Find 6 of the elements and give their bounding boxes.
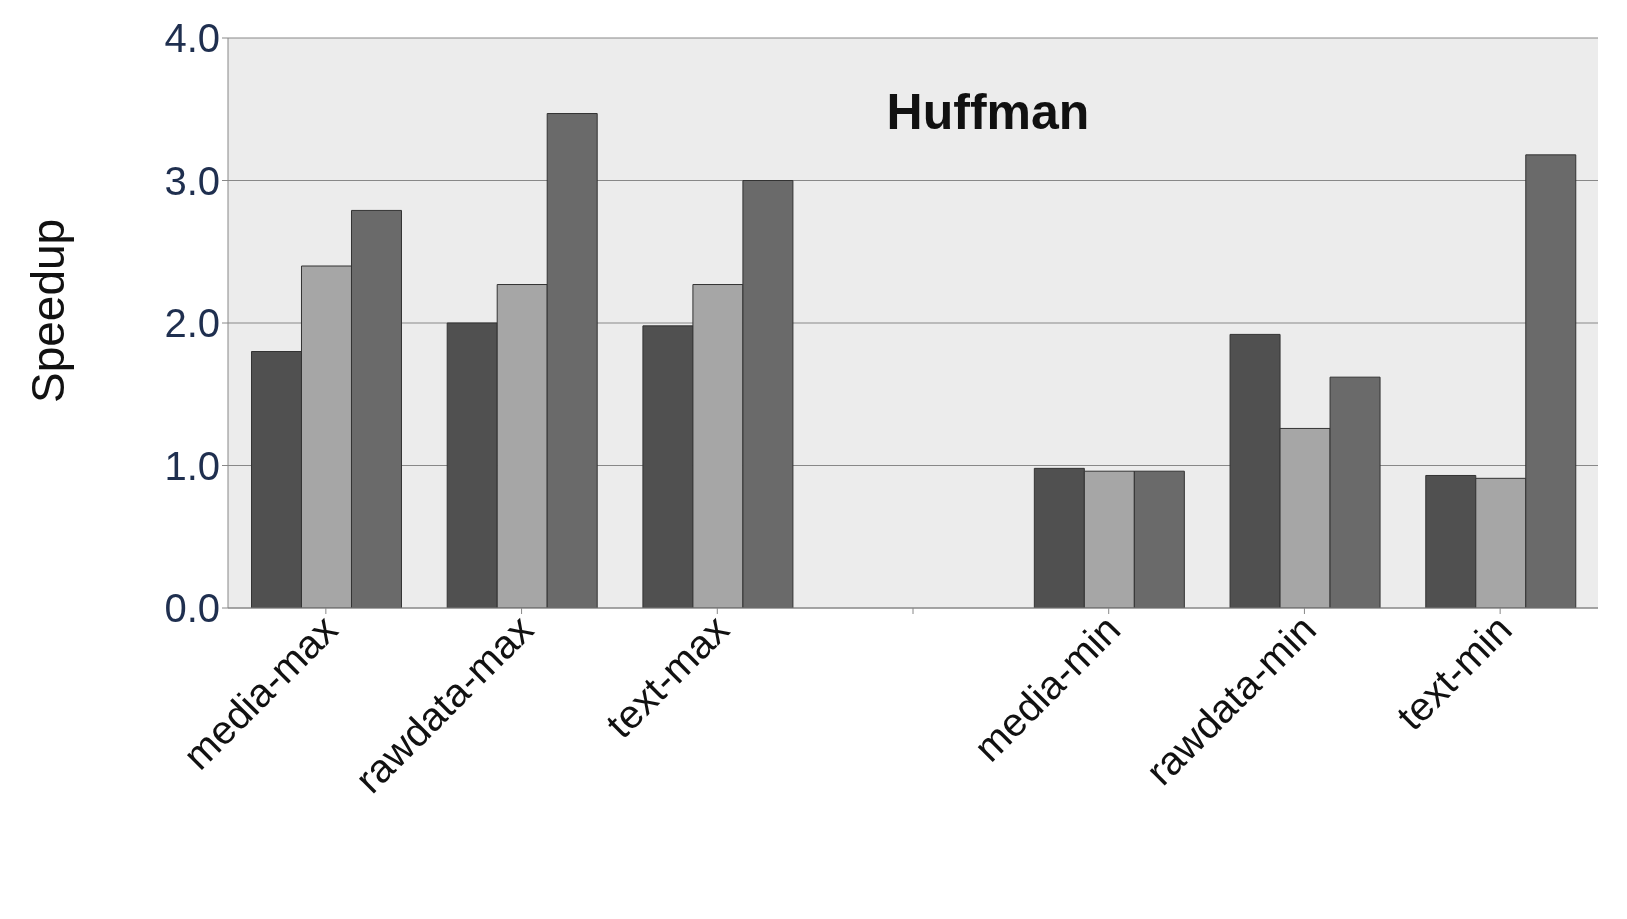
text: Huffman <box>885 83 1091 141</box>
y-tick-label: 4.0 <box>164 16 220 61</box>
y-axis-title: Speedup <box>22 218 75 403</box>
y-tick-label: 3.0 <box>164 158 220 203</box>
y-tick-label: 1.0 <box>164 443 220 488</box>
y-tick-label: 2.0 <box>164 301 220 346</box>
